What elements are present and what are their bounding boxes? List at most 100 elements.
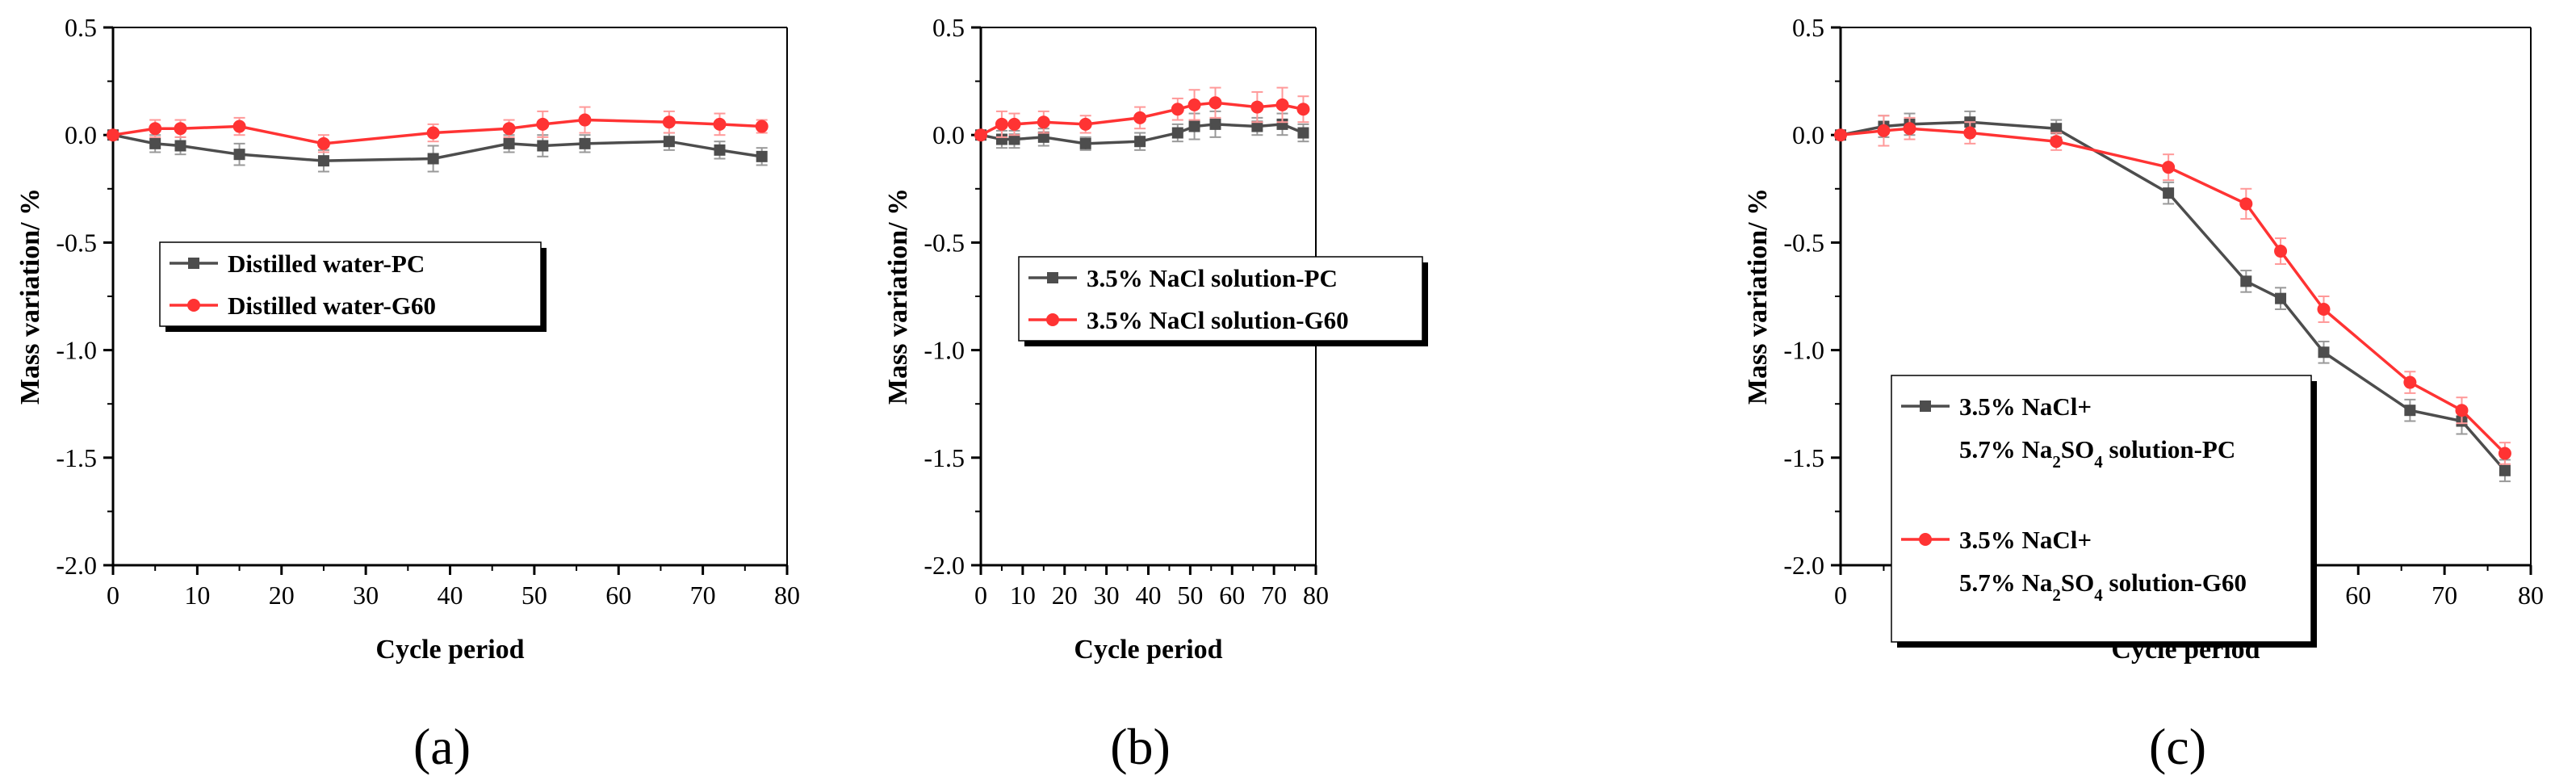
series-g60 [1834,115,2511,465]
x-tick-label: 20 [1052,581,1078,610]
series-g60 [107,106,769,153]
data-point-square [1008,133,1020,145]
legend: 3.5% NaCl+5.7% Na2SO4 solution-PC3.5% Na… [1891,375,2317,648]
data-point-square [317,155,329,167]
data-point-square [1297,127,1309,139]
y-tick-label: -1.5 [56,443,97,472]
legend-label: 3.5% NaCl solution-G60 [1087,306,1349,334]
y-tick-label: 0.5 [1792,13,1824,42]
data-point-square [1171,127,1183,139]
data-point-square [714,144,726,156]
data-point-square [2050,123,2063,135]
legend-label-line2: 5.7% Na2SO4 solution-G60 [1959,568,2247,605]
data-point-square [427,153,439,165]
data-point-circle [755,120,769,133]
y-tick-label: 0.5 [932,13,965,42]
data-point-circle [2274,245,2288,258]
legend-marker-square [1920,400,1931,412]
data-point-square [149,137,161,149]
data-point-square [2240,275,2252,287]
data-point-circle [995,117,1008,131]
data-point-circle [426,126,440,140]
x-tick-label: 50 [1177,581,1203,610]
y-tick-label: 0.5 [65,13,97,42]
y-tick-label: -1.5 [1783,443,1824,472]
data-point-circle [1963,126,1977,140]
data-point-square [2163,187,2175,199]
y-tick-label: -1.0 [1783,336,1824,365]
data-point-square [2318,346,2330,359]
legend-marker-circle [1046,313,1059,326]
panel-label: (c) [2149,718,2206,775]
legend-label: Distilled water-G60 [228,291,436,320]
legend-marker-square [1047,272,1058,283]
x-tick-label: 50 [521,581,547,610]
data-point-square [1134,136,1146,148]
data-point-circle [2239,197,2253,211]
data-point-square [756,150,768,162]
x-tick-label: 80 [1303,581,1329,610]
legend-label-line2: 5.7% Na2SO4 solution-PC [1959,435,2235,472]
data-point-square [579,137,591,149]
data-point-square [2275,292,2287,304]
data-point-square [503,137,515,149]
legend-label: 3.5% NaCl solution-PC [1087,264,1338,292]
y-tick-label: 0.0 [1792,120,1824,149]
data-point-circle [1187,98,1201,111]
x-tick-label: 80 [774,581,800,610]
legend-text: solution-PC [2103,435,2236,463]
data-point-square [663,136,675,148]
data-point-square [174,140,186,152]
data-point-circle [2403,375,2417,389]
data-point-circle [536,117,550,131]
data-point-circle [316,136,330,150]
y-tick-label: -2.0 [56,551,97,580]
legend-text: 5.7% Na [1959,435,2053,463]
x-tick-label: 60 [2345,581,2371,610]
y-tick-label: -0.5 [1783,228,1824,257]
x-tick-label: 20 [269,581,295,610]
data-point-square [1251,120,1263,132]
data-point-square [1079,137,1091,149]
legend-text: solution-G60 [2103,568,2247,597]
y-tick-label: -0.5 [56,228,97,257]
y-axis-label: Mass variation/ % [1743,188,1773,405]
y-tick-label: -0.5 [924,228,965,257]
data-point-circle [1250,100,1264,114]
data-point-square [1037,131,1049,143]
data-point-square [233,149,245,161]
data-point-circle [1007,117,1021,131]
y-tick-label: -1.0 [924,336,965,365]
data-point-circle [1208,96,1222,110]
data-point-circle [174,122,187,136]
data-point-circle [1296,103,1310,116]
data-point-circle [1037,115,1050,129]
y-axis-label: Mass variation/ % [883,188,913,405]
x-tick-label: 70 [690,581,716,610]
x-tick-label: 0 [974,581,987,610]
legend-subscript: 4 [2094,585,2103,605]
y-tick-label: -2.0 [924,551,965,580]
panel-label: (a) [413,718,471,775]
x-axis-label: Cycle period [1074,635,1222,665]
panel-label: (b) [1110,718,1171,775]
y-tick-label: -1.0 [56,336,97,365]
x-tick-label: 0 [1834,581,1847,610]
x-tick-label: 40 [1136,581,1162,610]
data-point-circle [107,128,119,142]
data-point-circle [2162,161,2176,174]
data-point-circle [1834,128,1847,142]
data-point-square [2499,464,2511,476]
data-point-square [2404,405,2416,417]
legend-marker-circle [187,299,200,312]
data-point-circle [1903,122,1916,136]
legend: Distilled water-PC Distilled water-G60 [159,241,547,332]
legend-subscript: 2 [2052,452,2061,472]
legend-text: SO [2061,568,2094,597]
data-point-circle [502,122,516,136]
y-tick-label: 0.0 [65,120,97,149]
x-axis-label: Cycle period [375,635,524,665]
legend: 3.5% NaCl solution-PC 3.5% NaCl solution-… [1018,256,1428,346]
data-point-circle [1079,117,1092,131]
data-point-circle [713,117,727,131]
